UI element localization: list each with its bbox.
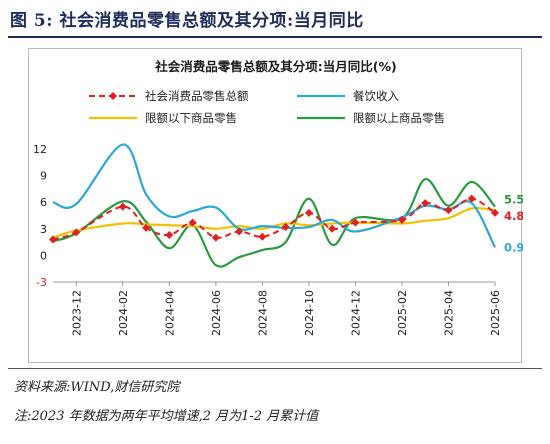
data-point-marker: [304, 208, 313, 217]
line-chart: 社会消费品零售总额及其分项:当月同比(%) 社会消费品零售总额 餐饮收入限额以下商…: [33, 59, 523, 336]
x-tick-label: 2024-10: [303, 290, 316, 336]
data-point-marker: [235, 227, 244, 236]
x-tick-label: 2025-02: [396, 290, 409, 336]
y-tick-label: 3: [40, 223, 47, 236]
chart-end-labels: 5.5 4.8 0.9: [504, 193, 523, 255]
data-point-marker: [211, 233, 220, 242]
title-rule: [8, 36, 542, 38]
data-point-marker: [165, 231, 174, 240]
data-point-marker: [258, 232, 267, 241]
data-point-marker: [351, 218, 360, 227]
x-tick-label: 2025-04: [442, 290, 455, 336]
data-point-marker: [49, 235, 57, 244]
y-tick-label: 9: [40, 170, 47, 183]
data-point-marker: [491, 208, 499, 217]
y-tick-label: 6: [40, 196, 47, 209]
x-tick-label: 2024-04: [163, 290, 176, 336]
x-tick-label: 2024-06: [210, 290, 223, 336]
data-point-marker: [118, 202, 127, 211]
data-point-marker: [397, 215, 406, 224]
data-point-marker: [421, 199, 430, 208]
data-point-marker: [72, 228, 81, 237]
figure-title: 图 5: 社会消费品零售总额及其分项:当月同比: [10, 11, 364, 31]
x-tick-label: 2025-06: [489, 290, 502, 336]
data-point-marker: [444, 206, 453, 215]
chart-frame: 社会消费品零售总额及其分项:当月同比(%) 社会消费品零售总额 餐饮收入限额以下商…: [28, 48, 523, 363]
x-tick-label: 2023-12: [70, 290, 83, 336]
source-note: 资料来源:WIND,财信研究院: [14, 380, 180, 395]
legend-label: 限额以下商品零售: [145, 111, 237, 125]
series-catering-line: [52, 143, 496, 248]
legend-swatch-marker: [109, 92, 117, 100]
legend-label: 餐饮收入: [353, 89, 399, 103]
y-tick-label: 12: [33, 143, 47, 156]
data-point-marker: [467, 194, 476, 203]
x-tick-label: 2024-08: [256, 290, 269, 336]
y-tick-label: -3: [36, 276, 47, 289]
x-tick-label: 2024-12: [349, 290, 362, 336]
data-point-marker: [142, 223, 151, 232]
x-tick-label: 2024-02: [117, 290, 130, 336]
data-point-marker: [188, 218, 197, 227]
series-above-quota-line: [52, 178, 496, 268]
legend-label: 社会消费品零售总额: [145, 89, 249, 103]
chart-title: 社会消费品零售总额及其分项:当月同比(%): [154, 59, 396, 74]
chart-axes: -3 0 3 6 9 12 2023-12 2024-02 2024-04 2024-06 2024…: [33, 143, 502, 336]
end-value-label: 4.8: [504, 209, 523, 223]
y-tick-label: 0: [40, 249, 47, 262]
legend-label: 限额以上商品零售: [353, 111, 445, 125]
footer-rule: [8, 368, 542, 369]
footnote: 注:2023 年数据为两年平均增速,2 月为1-2 月累计值: [14, 409, 319, 424]
data-point-marker: [281, 223, 290, 232]
end-value-label: 0.9: [504, 240, 523, 254]
data-point-marker: [328, 224, 337, 233]
end-value-label: 5.5: [504, 193, 523, 207]
chart-series: [49, 143, 499, 268]
